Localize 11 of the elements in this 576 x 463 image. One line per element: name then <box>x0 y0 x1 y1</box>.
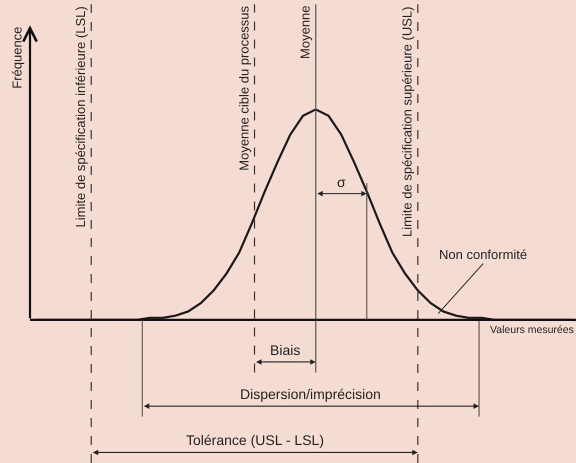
annotation: Non conformité <box>439 247 528 262</box>
annotation: Limite de spécification inférieure (LSL) <box>73 6 88 228</box>
annotation: σ <box>337 174 346 190</box>
text: Tolérance (USL - LSL) <box>186 432 324 448</box>
text: Dispersion/imprécision <box>240 386 381 402</box>
y-axis-title: Fréquence <box>9 26 24 89</box>
text: Moyenne <box>298 5 313 59</box>
annotation: Moyenne cible du processus <box>236 5 252 171</box>
annotation: Limite de spécification supérieure (USL) <box>400 6 415 238</box>
x-axis-title: Valeurs mesurées <box>490 324 574 336</box>
text: Biais <box>270 342 300 358</box>
